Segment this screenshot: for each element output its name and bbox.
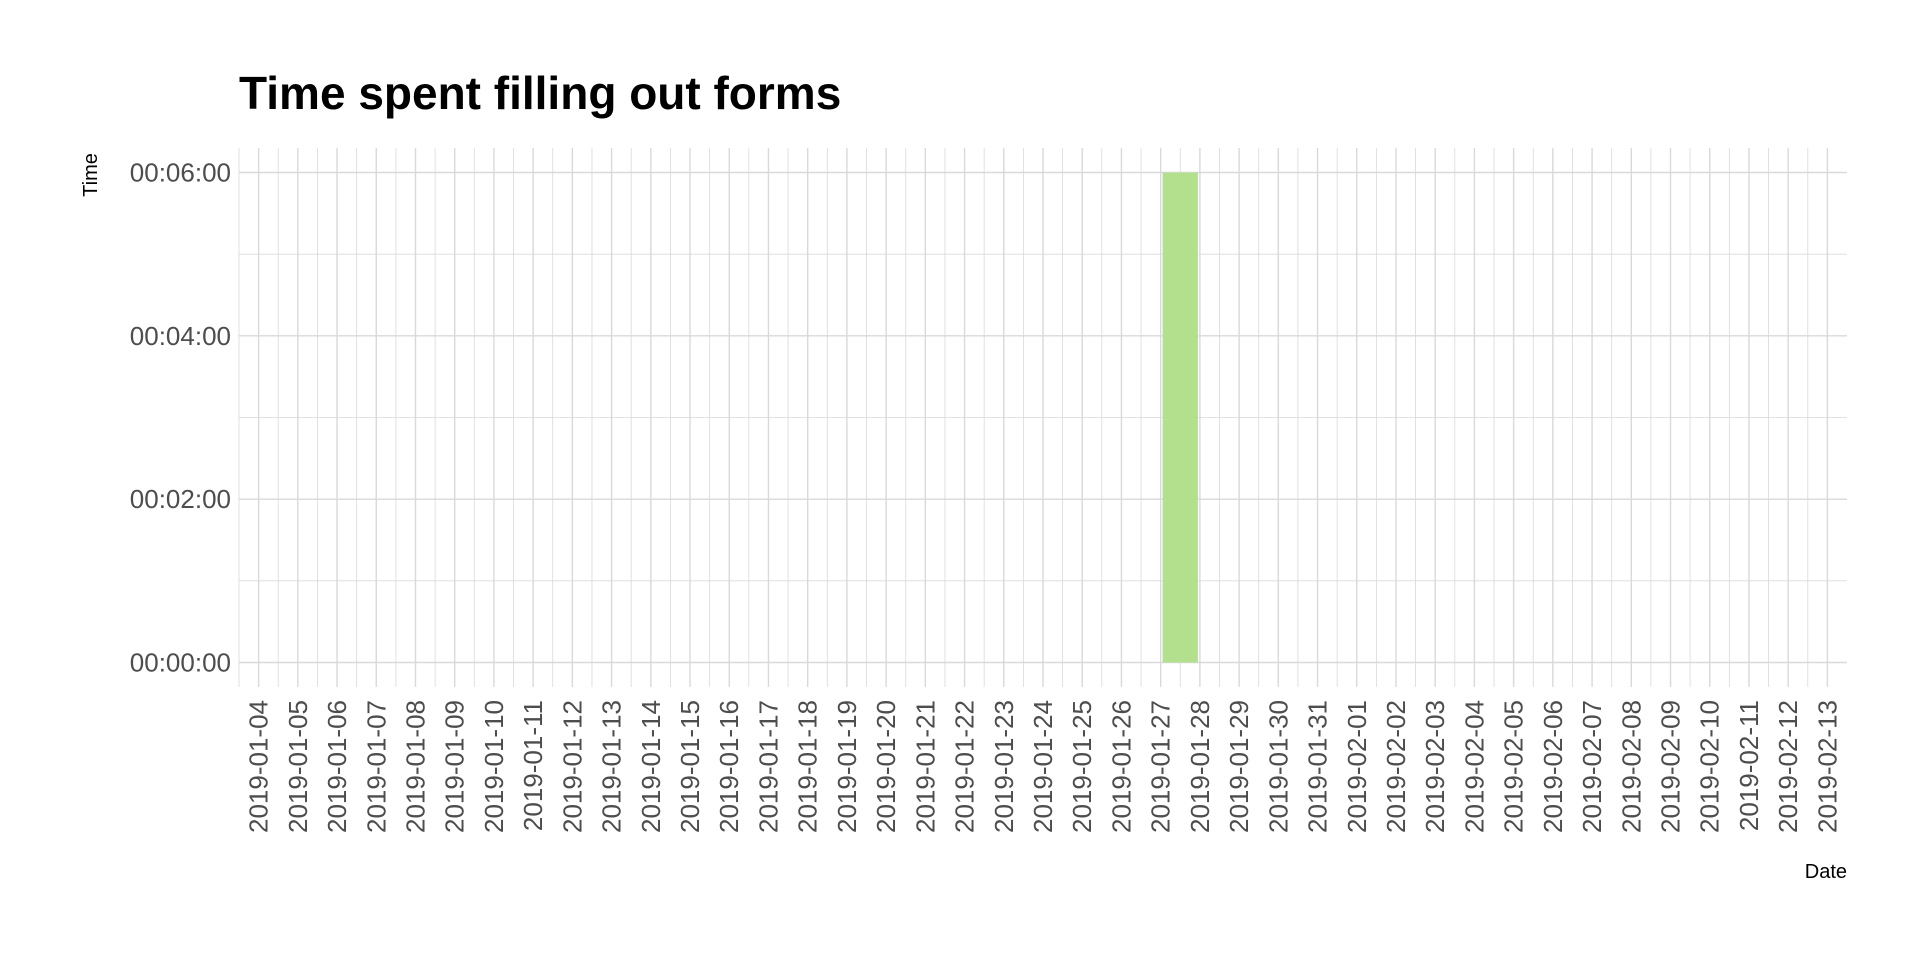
x-tick-label: 2019-01-04 xyxy=(244,700,274,833)
x-tick-label: 2019-01-06 xyxy=(322,700,352,833)
y-axis-tick-labels: 00:00:00 00:02:00 00:04:00 00:06:00 xyxy=(130,158,231,678)
x-tick-label: 2019-01-13 xyxy=(597,700,627,833)
x-axis-title: Date xyxy=(1805,861,1847,883)
x-tick-label: 2019-02-06 xyxy=(1538,700,1568,833)
x-tick-label: 2019-02-13 xyxy=(1812,700,1842,833)
x-tick-label: 2019-01-11 xyxy=(518,700,548,831)
x-tick-label: 2019-01-12 xyxy=(557,700,587,833)
x-tick-label: 2019-01-19 xyxy=(832,700,862,833)
x-tick-label: 2019-02-04 xyxy=(1459,700,1489,833)
x-tick-label: 2019-01-05 xyxy=(283,700,313,833)
x-tick-label: 2019-01-08 xyxy=(400,700,430,833)
y-tick-label: 00:06:00 xyxy=(130,158,231,188)
chart-title: Time spent filling out forms xyxy=(239,67,842,119)
x-tick-label: 2019-01-29 xyxy=(1224,700,1254,833)
x-tick-label: 2019-01-31 xyxy=(1303,700,1333,833)
x-tick-label: 2019-01-23 xyxy=(989,700,1019,833)
bar-series xyxy=(1162,172,1198,663)
x-tick-label: 2019-02-02 xyxy=(1381,700,1411,833)
y-tick-label: 00:02:00 xyxy=(130,484,231,514)
x-tick-label: 2019-01-18 xyxy=(793,700,823,833)
x-tick-label: 2019-02-08 xyxy=(1616,700,1646,833)
x-tick-label: 2019-01-28 xyxy=(1185,700,1215,833)
x-tick-label: 2019-02-11 xyxy=(1734,700,1764,831)
x-axis-tick-labels: 2019-01-04 2019-01-05 2019-01-06 2019-01-07… xyxy=(244,700,1843,833)
y-axis-title: Time xyxy=(80,153,102,197)
x-tick-label: 2019-01-24 xyxy=(1028,700,1058,833)
x-tick-label: 2019-01-22 xyxy=(950,700,980,833)
x-tick-label: 2019-02-10 xyxy=(1695,700,1725,833)
x-tick-label: 2019-01-17 xyxy=(753,700,783,833)
x-tick-label: 2019-02-07 xyxy=(1577,700,1607,833)
y-tick-label: 00:00:00 xyxy=(130,648,231,678)
x-tick-label: 2019-01-20 xyxy=(871,700,901,833)
x-tick-label: 2019-01-10 xyxy=(479,700,509,833)
major-gridlines xyxy=(239,148,1847,687)
x-tick-label: 2019-01-25 xyxy=(1067,700,1097,833)
x-tick-label: 2019-01-21 xyxy=(910,700,940,833)
bar xyxy=(1162,172,1198,663)
minor-gridlines xyxy=(238,148,1847,687)
x-tick-label: 2019-01-14 xyxy=(636,700,666,833)
x-tick-label: 2019-01-30 xyxy=(1263,700,1293,833)
x-tick-label: 2019-02-05 xyxy=(1499,700,1529,833)
x-tick-label: 2019-02-03 xyxy=(1420,700,1450,833)
x-tick-label: 2019-01-15 xyxy=(675,700,705,833)
x-tick-label: 2019-02-12 xyxy=(1773,700,1803,833)
x-tick-label: 2019-02-09 xyxy=(1656,700,1686,833)
x-tick-label: 2019-01-07 xyxy=(361,700,391,833)
y-tick-label: 00:04:00 xyxy=(130,321,231,351)
x-tick-label: 2019-01-16 xyxy=(714,700,744,833)
x-tick-label: 2019-01-26 xyxy=(1106,700,1136,833)
x-tick-label: 2019-02-01 xyxy=(1342,700,1372,833)
x-tick-label: 2019-01-27 xyxy=(1146,700,1176,833)
x-tick-label: 2019-01-09 xyxy=(440,700,470,833)
